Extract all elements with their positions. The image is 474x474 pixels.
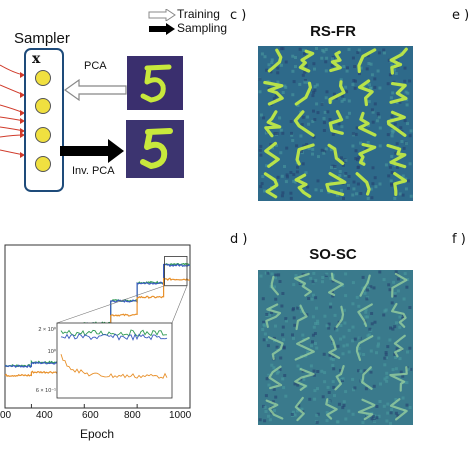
sample-image [382, 46, 413, 77]
x-tick-label: 1000 [169, 410, 192, 421]
sample-image [289, 108, 320, 139]
inset-y-tick-label: 10⁰ [48, 348, 57, 355]
sample-image [351, 301, 382, 332]
sample-image [289, 363, 320, 394]
panel-c-title: RS-FR [310, 23, 356, 40]
input-digit-image [127, 56, 183, 110]
sample-image [382, 108, 413, 139]
training-arrow-icon [148, 9, 176, 21]
training-chart: 2 × 10⁰ 10⁰ 6 × 10⁻¹ [4, 244, 191, 409]
sample-image [382, 363, 413, 394]
sample-image [258, 77, 289, 108]
sample-image [351, 108, 382, 139]
sample-image [320, 332, 351, 363]
sample-image [258, 270, 289, 301]
sample-image [258, 170, 289, 201]
sample-image [289, 46, 320, 77]
sample-image [351, 77, 382, 108]
sample-image [320, 139, 351, 170]
sample-image [320, 301, 351, 332]
sample-image [382, 170, 413, 201]
input-connections [0, 64, 25, 158]
sampler-variable: x [32, 51, 41, 67]
sample-image [351, 394, 382, 425]
sample-image [258, 332, 289, 363]
inset-series-3 [60, 354, 168, 379]
sample-image [320, 394, 351, 425]
zoom-connector [56, 285, 165, 324]
panel-c-letter: c ) [230, 8, 247, 23]
sample-image [351, 170, 382, 201]
inset-y-tick-label: 6 × 10⁻¹ [36, 388, 56, 394]
sample-image [258, 301, 289, 332]
x-tick-label: 800 [124, 410, 141, 421]
sample-image [289, 139, 320, 170]
sample-image [258, 46, 289, 77]
sample-image [351, 270, 382, 301]
sample-image [382, 270, 413, 301]
inv-pca-label: Inv. PCA [72, 165, 115, 177]
sampling-arrow-icon [149, 23, 175, 35]
inset-series-2 [60, 333, 168, 342]
rs-fr-sample-grid [258, 46, 413, 201]
sample-image [289, 301, 320, 332]
inset-y-tick-label: 2 × 10⁰ [38, 326, 56, 333]
latent-node [35, 70, 51, 86]
sample-image [289, 170, 320, 201]
sample-image [351, 363, 382, 394]
latent-node [35, 127, 51, 143]
sample-image [320, 46, 351, 77]
pca-label: PCA [84, 60, 107, 72]
pca-arrow-icon [63, 78, 127, 102]
zoom-box [164, 256, 188, 287]
sample-image [320, 363, 351, 394]
sample-image [258, 363, 289, 394]
sample-image [258, 108, 289, 139]
x-tick-label: 600 [82, 410, 99, 421]
sample-image [351, 332, 382, 363]
sampler-box: x [24, 48, 64, 192]
sample-image [289, 332, 320, 363]
sample-image [289, 394, 320, 425]
sample-image [320, 108, 351, 139]
sample-image [351, 46, 382, 77]
sample-image [258, 139, 289, 170]
sample-image [382, 394, 413, 425]
sample-image [320, 170, 351, 201]
sample-image [351, 139, 382, 170]
reconstructed-digit-image [126, 120, 184, 178]
latent-node [35, 98, 51, 114]
sampler-title: Sampler [14, 30, 70, 47]
x-tick-label: 00 [0, 410, 12, 421]
sample-image [382, 139, 413, 170]
chart-x-axis-label: Epoch [80, 427, 115, 441]
inset-series-1 [60, 329, 167, 337]
legend: Training Sampling [148, 6, 228, 36]
panel-d-letter: d ) [230, 232, 248, 247]
sample-image [382, 332, 413, 363]
sample-image [382, 301, 413, 332]
latent-node [35, 156, 51, 172]
legend-sampling-label: Sampling [177, 21, 228, 35]
sample-image [320, 77, 351, 108]
panel-d-title: SO-SC [309, 246, 357, 263]
sample-image [289, 270, 320, 301]
x-tick-label: 400 [36, 410, 53, 421]
sample-image [320, 270, 351, 301]
sample-image [382, 77, 413, 108]
inv-pca-arrow-icon [60, 139, 124, 163]
panel-f-letter: f ) [452, 232, 466, 247]
zoom-connector [171, 285, 188, 324]
legend-training-label: Training [177, 7, 220, 21]
panel-e-letter: e ) [452, 8, 470, 23]
sample-image [258, 394, 289, 425]
plot-frame [4, 244, 191, 409]
so-sc-sample-grid [258, 270, 413, 425]
x-tick-labels: 00 400 600 800 1000 [0, 410, 200, 424]
sample-image [289, 77, 320, 108]
